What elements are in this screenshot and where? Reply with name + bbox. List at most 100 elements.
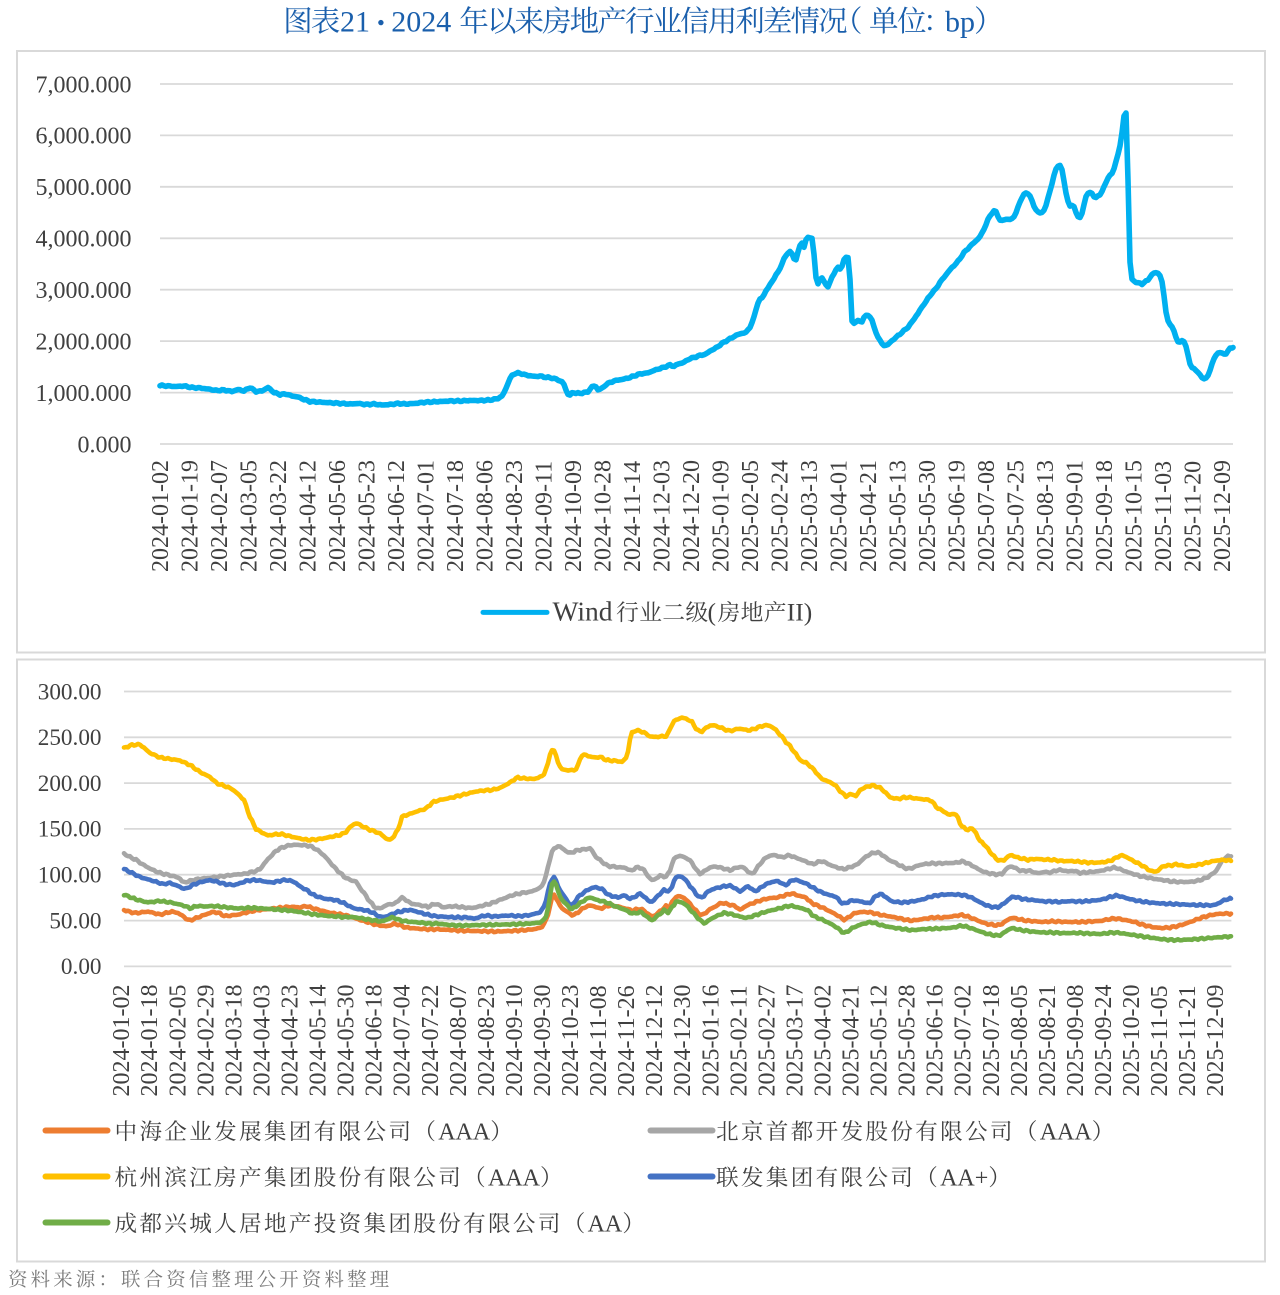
svg-text:2024-10-09: 2024-10-09	[561, 460, 587, 572]
svg-text:2024-05-06: 2024-05-06	[325, 460, 351, 572]
svg-text:2024-09-11: 2024-09-11	[532, 461, 558, 572]
svg-text:AAA: AAA	[438, 1119, 491, 1145]
svg-text:2024-08-07: 2024-08-07	[446, 985, 472, 1097]
svg-text:50.00: 50.00	[49, 908, 101, 934]
svg-text:2025-03-17: 2025-03-17	[782, 985, 808, 1097]
svg-text:2025-08-05: 2025-08-05	[1007, 985, 1033, 1097]
svg-text:(: (	[708, 597, 717, 626]
svg-text:2024-11-08: 2024-11-08	[586, 985, 612, 1096]
svg-text:300.00: 300.00	[38, 679, 102, 705]
svg-text:2025-10-15: 2025-10-15	[1122, 460, 1148, 572]
svg-text:7,000.000: 7,000.000	[36, 72, 132, 98]
svg-text:4,000.000: 4,000.000	[36, 227, 132, 253]
svg-text:2024-01-18: 2024-01-18	[137, 985, 163, 1097]
svg-text:2024-08-23: 2024-08-23	[474, 985, 500, 1097]
svg-text:2025-08-21: 2025-08-21	[1035, 985, 1061, 1097]
svg-text:2025-09-24: 2025-09-24	[1091, 985, 1117, 1097]
svg-text:2024-06-18: 2024-06-18	[362, 985, 388, 1097]
svg-text:2024-04-12: 2024-04-12	[296, 460, 322, 572]
svg-text:2025-09-18: 2025-09-18	[1092, 460, 1118, 572]
svg-text:AA: AA	[588, 1211, 623, 1237]
svg-text:0.00: 0.00	[61, 954, 102, 980]
svg-text:250.00: 250.00	[38, 725, 102, 751]
svg-text:2024-01-02: 2024-01-02	[109, 985, 135, 1097]
svg-text:2024-10-28: 2024-10-28	[591, 460, 617, 572]
svg-text:2024-08-06: 2024-08-06	[473, 460, 499, 572]
svg-text:2,000.000: 2,000.000	[36, 329, 132, 355]
svg-text:2024: 2024	[391, 5, 451, 38]
svg-text:2024-05-30: 2024-05-30	[334, 985, 360, 1097]
svg-text:2025-05-28: 2025-05-28	[895, 985, 921, 1097]
svg-text:2025-03-13: 2025-03-13	[797, 460, 823, 572]
svg-text:3,000.000: 3,000.000	[36, 278, 132, 304]
svg-text:150.00: 150.00	[38, 817, 102, 843]
svg-text:bp: bp	[945, 5, 975, 38]
svg-text:2025-11-21: 2025-11-21	[1175, 985, 1201, 1096]
svg-text:2025-07-02: 2025-07-02	[951, 985, 977, 1097]
svg-text:2024-12-30: 2024-12-30	[670, 985, 696, 1097]
svg-text:2024-02-07: 2024-02-07	[207, 460, 233, 572]
svg-text:AAA: AAA	[1040, 1119, 1093, 1145]
svg-text:1,000.000: 1,000.000	[36, 381, 132, 407]
svg-text:2025-06-19: 2025-06-19	[945, 460, 971, 572]
svg-text:2025-04-02: 2025-04-02	[811, 985, 837, 1097]
svg-text:2025-11-05: 2025-11-05	[1147, 985, 1173, 1096]
svg-text:2024-02-05: 2024-02-05	[165, 985, 191, 1097]
svg-text:2025-07-08: 2025-07-08	[974, 460, 1000, 572]
svg-text:II): II)	[787, 597, 812, 626]
svg-text:0.000: 0.000	[78, 432, 132, 458]
svg-text:2024-10-23: 2024-10-23	[558, 985, 584, 1097]
svg-text:2024-01-19: 2024-01-19	[178, 460, 204, 572]
svg-text:2024-07-04: 2024-07-04	[390, 985, 416, 1097]
svg-text:2024-01-02: 2024-01-02	[148, 460, 174, 572]
svg-text:2025-12-09: 2025-12-09	[1210, 460, 1236, 572]
svg-text:2024-05-23: 2024-05-23	[355, 460, 381, 572]
svg-text:AAA: AAA	[488, 1165, 541, 1191]
svg-text:2024-12-03: 2024-12-03	[650, 460, 676, 572]
svg-text:2025-11-03: 2025-11-03	[1151, 461, 1177, 572]
svg-text:2025-06-16: 2025-06-16	[923, 985, 949, 1097]
svg-text:100.00: 100.00	[38, 863, 102, 889]
svg-text:AA+: AA+	[940, 1165, 988, 1191]
svg-text:2024-09-30: 2024-09-30	[530, 985, 556, 1097]
svg-text:2024-06-12: 2024-06-12	[384, 460, 410, 572]
svg-text:2025-09-08: 2025-09-08	[1063, 985, 1089, 1097]
svg-text:6,000.000: 6,000.000	[36, 124, 132, 150]
svg-text:21: 21	[340, 5, 370, 38]
svg-text:2025-10-20: 2025-10-20	[1119, 985, 1145, 1097]
svg-text:2024-08-23: 2024-08-23	[502, 460, 528, 572]
svg-text:2025-07-25: 2025-07-25	[1004, 460, 1030, 572]
svg-text:2024-04-03: 2024-04-03	[249, 985, 275, 1097]
svg-text:2024-07-22: 2024-07-22	[418, 985, 444, 1097]
svg-text:2025-02-24: 2025-02-24	[768, 460, 794, 572]
svg-text:2025-04-21: 2025-04-21	[856, 460, 882, 572]
svg-text:2024-03-18: 2024-03-18	[221, 985, 247, 1097]
svg-text:2024-05-14: 2024-05-14	[306, 985, 332, 1097]
svg-text:2025-04-21: 2025-04-21	[839, 985, 865, 1097]
svg-text:2024-03-22: 2024-03-22	[266, 460, 292, 572]
svg-text:2025-04-01: 2025-04-01	[827, 460, 853, 572]
svg-text:2024-03-05: 2024-03-05	[237, 460, 263, 572]
svg-text:2025-05-13: 2025-05-13	[886, 460, 912, 572]
svg-text:5,000.000: 5,000.000	[36, 175, 132, 201]
svg-text:2024-12-20: 2024-12-20	[679, 460, 705, 572]
svg-text:2025-02-05: 2025-02-05	[738, 460, 764, 572]
svg-text:2025-07-18: 2025-07-18	[979, 985, 1005, 1097]
svg-text:2024-07-01: 2024-07-01	[414, 460, 440, 572]
svg-text:2025-05-12: 2025-05-12	[867, 985, 893, 1097]
svg-text:2024-11-26: 2024-11-26	[614, 985, 640, 1096]
svg-text:2024-09-10: 2024-09-10	[502, 985, 528, 1097]
svg-text:2024-12-12: 2024-12-12	[642, 985, 668, 1097]
svg-text:2024-04-23: 2024-04-23	[278, 985, 304, 1097]
svg-text:2025-09-01: 2025-09-01	[1063, 460, 1089, 572]
svg-text:2024-11-14: 2024-11-14	[620, 461, 646, 572]
svg-text:2025-02-27: 2025-02-27	[754, 985, 780, 1097]
svg-text:2024-02-29: 2024-02-29	[193, 985, 219, 1097]
svg-text:2025-08-13: 2025-08-13	[1033, 460, 1059, 572]
svg-text:2025-01-16: 2025-01-16	[698, 985, 724, 1097]
svg-text:2025-12-09: 2025-12-09	[1203, 985, 1229, 1097]
svg-text:2024-07-18: 2024-07-18	[443, 460, 469, 572]
svg-text:2025-05-30: 2025-05-30	[915, 460, 941, 572]
svg-text:2025-02-11: 2025-02-11	[726, 985, 752, 1096]
svg-text:2025-01-09: 2025-01-09	[709, 460, 735, 572]
